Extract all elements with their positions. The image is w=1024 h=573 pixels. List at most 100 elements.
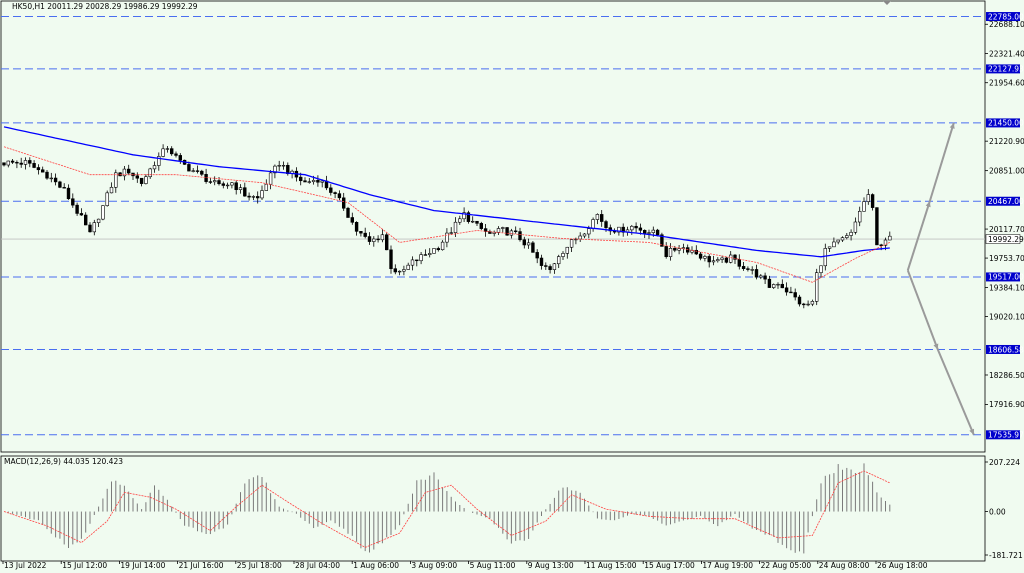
candle-body [827,246,832,249]
time-tick-label: 17 Aug 19:00 [702,561,753,570]
candle-body [655,229,660,236]
candle-body [535,252,539,259]
candle-body [144,176,148,184]
price-tick-label: 19020.10 [989,312,1024,321]
main-panel [0,0,986,453]
level-label: 20467.00 [988,197,1024,206]
candle-body [819,265,823,274]
candle-body [591,219,595,229]
level-label-box [986,272,1020,282]
candle-body [208,181,213,183]
candle-body [350,217,354,223]
level-label: 22785.00 [988,12,1024,21]
candle-body [217,180,221,185]
candle-body [767,278,772,288]
level-label-box [986,196,1020,206]
candle-body [759,275,763,278]
candle-body [415,259,419,262]
candle-body [539,257,544,266]
candle-body [346,207,350,218]
candle-body [840,237,845,241]
candle-body [617,226,621,233]
candle-body [88,224,92,233]
candle-body [733,254,737,260]
candle-body [359,231,363,234]
candles [2,144,892,309]
candle-body [630,225,634,231]
candle-body [152,165,157,170]
candle-body [320,180,324,183]
level-label-box [986,118,1020,128]
candle-body [724,257,729,263]
candle-body [879,244,883,246]
candle-body [621,226,625,233]
time-tick-label: 9 Aug 13:00 [528,561,574,570]
candle-body [273,165,277,174]
candle-body [784,287,789,293]
candle-body [2,162,6,166]
candle-body [888,235,892,241]
candle-body [28,160,32,164]
candle-body [109,186,114,194]
candle-body [483,228,488,232]
candle-body [84,214,88,226]
candle-body [832,241,836,248]
candle-body [810,301,815,305]
price-tick-label: 20851.00 [989,166,1024,175]
candle-body [79,213,84,216]
candle-body [23,160,28,165]
level-label: 19517.00 [988,273,1024,282]
time-tick-label: 25 Jul 18:00 [237,561,282,570]
candle-body [707,256,711,263]
price-tick-label: 22321.40 [989,49,1024,58]
candle-body [789,291,793,294]
candle-body [19,162,23,165]
candle-body [311,179,316,183]
candle-body [673,248,677,251]
level-label: 18606.58 [988,345,1024,354]
level-label-box [986,344,1020,354]
candle-body [458,218,462,223]
projection-arrow-line [906,200,931,271]
candle-body [836,239,840,243]
candle-body [582,233,587,237]
price-tick-label: 19753.70 [989,254,1024,263]
candle-body [157,156,161,166]
candle-body [376,238,380,241]
level-label: 17535.97 [988,431,1024,440]
time-tick-label: 5 Aug 11:00 [470,561,516,570]
candle-body [849,231,853,236]
candle-body [466,212,471,222]
candle-body [303,180,307,183]
candle-body [668,248,673,257]
time-tick-label: 21 Jul 16:00 [179,561,224,570]
candle-body [243,187,247,197]
candle-body [814,272,819,302]
candle-body [479,223,483,229]
macd-signal-line [3,470,890,548]
level-label-box [986,430,1020,440]
candle-body [763,275,767,280]
candle-body [806,303,810,306]
candle-body [178,155,182,161]
level-label: 21450.00 [988,119,1024,128]
candle-body [410,259,415,266]
candle-body [797,296,802,305]
time-tick-label: 15 Jul 12:00 [62,561,107,570]
price-tick-label: 21220.90 [989,137,1024,146]
candle-body [440,241,445,251]
candle-body [32,163,36,168]
level-label-box [986,64,1020,74]
candle-body [423,254,428,256]
candle-body [728,254,733,263]
candle-body [389,249,393,269]
time-tick-label: 22 Aug 05:00 [761,561,812,570]
candle-body [875,207,879,246]
candle-body [354,221,359,232]
candle-body [393,268,397,273]
candle-body [604,221,608,228]
candle-body [268,172,273,185]
candle-body [380,234,385,241]
candle-body [853,221,858,233]
candle-body [230,182,234,186]
